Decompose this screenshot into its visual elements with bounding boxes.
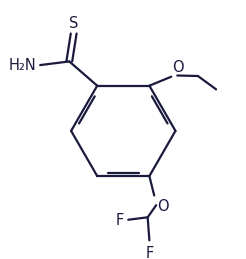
Text: H₂N: H₂N <box>9 57 37 73</box>
Text: O: O <box>172 60 184 75</box>
Text: S: S <box>69 16 78 31</box>
Text: F: F <box>145 246 154 259</box>
Text: F: F <box>115 213 123 228</box>
Text: O: O <box>157 199 169 214</box>
